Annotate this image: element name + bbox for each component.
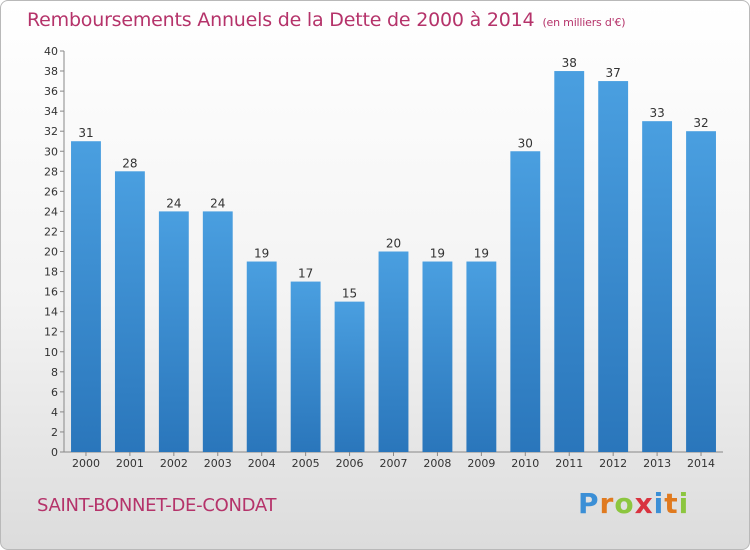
value-label-2005: 17 — [298, 267, 313, 281]
logo-letter: x — [634, 487, 654, 520]
x-tick-label-2014: 2014 — [687, 457, 715, 470]
value-label-2010: 30 — [518, 136, 533, 150]
y-tick-label: 16 — [44, 286, 58, 299]
y-tick-label: 10 — [44, 346, 58, 359]
x-axis: 2000 2001 2002 2003 2004 2005 2006 2007 2008 2009… — [64, 451, 723, 470]
y-tick-label: 28 — [44, 165, 58, 178]
bar-2003 — [202, 211, 233, 452]
y-tick-label: 14 — [44, 306, 58, 319]
y-tick-label: 32 — [44, 125, 58, 138]
x-tick-label-2004: 2004 — [248, 457, 276, 470]
y-tick-label: 22 — [44, 225, 58, 238]
value-label-2011: 38 — [562, 56, 577, 70]
value-label-2003: 24 — [210, 196, 225, 210]
bar-2000 — [71, 141, 101, 452]
y-tick-label: 36 — [44, 85, 58, 98]
x-tick-label-2010: 2010 — [511, 457, 539, 470]
value-labels: 31 28 24 24 19 17 15 20 19 19 30 38 37 33 32 — [78, 56, 708, 301]
x-tick-label-2001: 2001 — [116, 457, 144, 470]
y-tick-label: 30 — [44, 145, 58, 158]
y-tick-label: 6 — [51, 386, 58, 399]
y-tick-label: 38 — [44, 65, 58, 78]
x-tick-label-2011: 2011 — [555, 457, 583, 470]
town-name: SAINT-BONNET-DE-CONDAT — [37, 495, 277, 516]
value-label-2001: 28 — [122, 156, 137, 170]
logo-letter: t — [664, 487, 679, 520]
value-label-2008: 19 — [430, 247, 445, 261]
bar-2006 — [334, 301, 365, 452]
value-label-2014: 32 — [693, 116, 708, 130]
value-label-2009: 19 — [474, 247, 489, 261]
bar-2001 — [114, 171, 145, 453]
value-label-2013: 33 — [649, 106, 664, 120]
y-tick-label: 8 — [51, 366, 58, 379]
x-tick-label-2006: 2006 — [336, 457, 364, 470]
value-label-2002: 24 — [166, 196, 181, 210]
logo-letter: r — [599, 487, 615, 520]
value-label-2007: 20 — [386, 237, 401, 251]
x-tick-label-2008: 2008 — [423, 457, 451, 470]
bar-2012 — [598, 81, 629, 452]
logo-letter: i — [678, 487, 690, 520]
y-tick-label: 26 — [44, 185, 58, 198]
chart-unit-label: (en milliers d'€) — [542, 16, 626, 29]
x-tick-label-2005: 2005 — [292, 457, 320, 470]
bars — [71, 71, 716, 453]
value-label-2000: 31 — [78, 126, 93, 140]
bar-2005 — [290, 281, 321, 452]
x-tick-label-2000: 2000 — [72, 457, 100, 470]
y-tick-label: 40 — [44, 45, 58, 58]
logo-letter: P — [578, 487, 600, 520]
value-label-2006: 15 — [342, 287, 357, 301]
bar-2011 — [554, 71, 585, 453]
y-tick-label: 34 — [44, 105, 58, 118]
y-tick-label: 2 — [51, 426, 58, 439]
y-tick-label: 20 — [44, 246, 58, 259]
bar-2009 — [466, 261, 497, 452]
x-tick-label-2013: 2013 — [643, 457, 671, 470]
x-tick-label-2007: 2007 — [380, 457, 408, 470]
x-tick-label-2003: 2003 — [204, 457, 232, 470]
bar-2013 — [642, 121, 673, 453]
proxiti-logo: Proxiti — [578, 487, 689, 520]
bar-2010 — [510, 151, 541, 452]
y-tick-label: 24 — [44, 205, 58, 218]
logo-letter: o — [614, 487, 635, 520]
bar-2008 — [422, 261, 453, 452]
x-tick-label-2012: 2012 — [599, 457, 627, 470]
bar-2002 — [158, 211, 189, 452]
chart-title: Remboursements Annuels de la Dette de 20… — [27, 9, 626, 31]
bar-2004 — [246, 261, 277, 452]
chart-title-text: Remboursements Annuels de la Dette de 20… — [27, 9, 535, 31]
bar-2014 — [686, 131, 716, 452]
value-label-2012: 37 — [606, 66, 621, 80]
y-tick-label: 0 — [51, 446, 58, 459]
value-label-2004: 19 — [254, 247, 269, 261]
x-tick-label-2002: 2002 — [160, 457, 188, 470]
y-tick-label: 12 — [44, 326, 58, 339]
y-tick-label: 4 — [51, 406, 58, 419]
y-tick-label: 18 — [44, 266, 58, 279]
bar-2007 — [378, 251, 409, 452]
x-tick-label-2009: 2009 — [467, 457, 495, 470]
logo-letter: i — [653, 487, 665, 520]
